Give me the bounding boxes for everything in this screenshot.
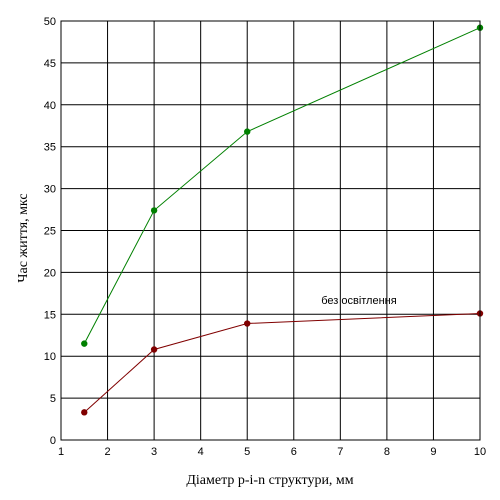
y-tick-label: 5 xyxy=(50,393,56,405)
y-tick-label: 20 xyxy=(44,267,56,279)
x-tick-label: 10 xyxy=(474,446,486,458)
series-2-line xyxy=(83,312,481,413)
y-tick-label: 15 xyxy=(44,309,56,321)
y-tick-label: 30 xyxy=(44,184,56,196)
y-axis-title: Час життя, мкс xyxy=(16,193,31,282)
series-2-point xyxy=(244,320,251,327)
x-tick-label: 4 xyxy=(198,446,204,458)
y-tick-label: 10 xyxy=(44,351,56,363)
x-tick-label: 9 xyxy=(430,446,436,458)
series-1-point xyxy=(81,340,88,347)
y-tick-label: 45 xyxy=(44,58,56,70)
y-tick-label: 50 xyxy=(44,16,56,28)
series-1-point xyxy=(150,207,158,214)
x-axis-title: Діаметр p-i-n структури, мм xyxy=(186,473,353,488)
x-tick-label: 5 xyxy=(244,446,250,458)
x-tick-label: 2 xyxy=(104,446,110,458)
series-2-point xyxy=(81,409,88,416)
x-tick-label: 8 xyxy=(384,446,390,458)
series-1-point xyxy=(244,128,251,135)
annotations: без освітлення xyxy=(321,295,397,307)
y-tick-label: 35 xyxy=(44,142,56,154)
grid xyxy=(61,21,480,440)
plot-border xyxy=(60,20,481,441)
x-tick-label: 3 xyxy=(151,446,157,458)
x-tick-label: 1 xyxy=(58,446,64,458)
x-tick-label: 7 xyxy=(337,446,343,458)
y-tick-label: 25 xyxy=(44,226,56,238)
y-tick-label: 40 xyxy=(44,100,56,112)
series-2-point xyxy=(150,346,158,353)
series-layer xyxy=(81,24,484,416)
series-2 xyxy=(81,310,484,416)
series-1-line xyxy=(83,27,481,344)
y-tick-label: 0 xyxy=(50,435,56,447)
annotation-label: без освітлення xyxy=(321,295,397,307)
x-tick-label: 6 xyxy=(291,446,297,458)
